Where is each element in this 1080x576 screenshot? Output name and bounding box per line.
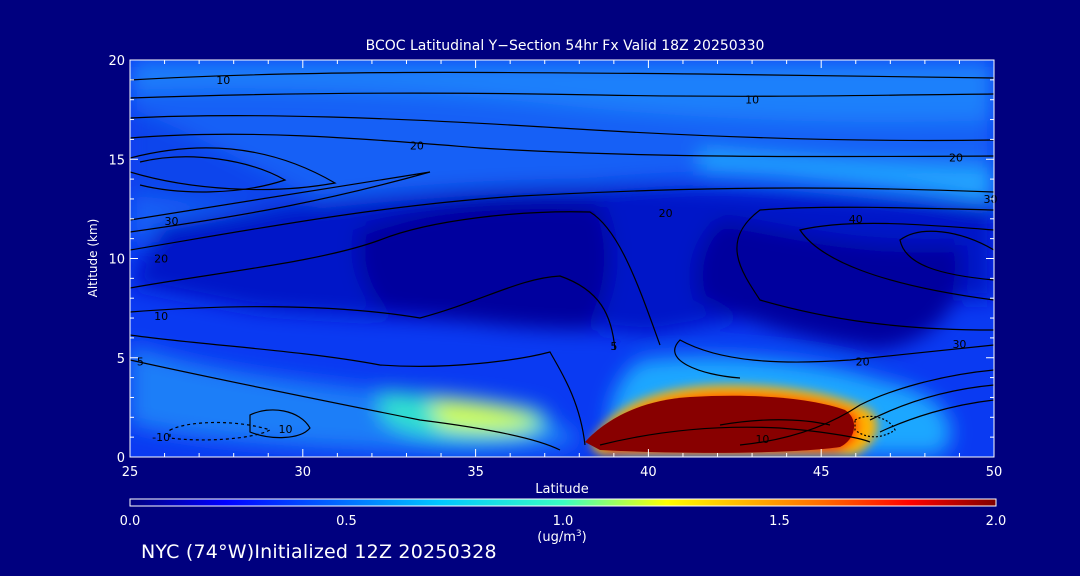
contour-label: 30 [164, 215, 178, 228]
colorbar-tick-label: 0.5 [336, 514, 357, 529]
contour-line [674, 339, 994, 379]
chart-title: BCOC Latitudinal Y−Section 54hr Fx Valid… [366, 38, 765, 54]
colorbar-tick-label: 2.0 [986, 514, 1007, 529]
x-tick-label: 25 [122, 465, 139, 480]
colorbar-ticks: 0.0 0.5 1.0 1.5 2.0 [120, 514, 1007, 529]
contour-lines [130, 71, 994, 451]
x-axis-label: Latitude [535, 482, 589, 497]
contour-line [130, 92, 994, 99]
contour-line [130, 187, 994, 251]
contour-line [130, 133, 994, 158]
colorbar: 0.0 0.5 1.0 1.5 2.0 (ug/m3) [120, 498, 1007, 545]
x-tick-label: 40 [640, 465, 657, 480]
colorbar-tick-label: 0.0 [120, 514, 141, 529]
x-axis: 25 30 35 40 45 50 [122, 60, 1003, 480]
contour-line [599, 426, 871, 446]
colorbar-gradient [129, 498, 997, 507]
contour-label: -10 [152, 431, 170, 444]
contour-label: 20 [154, 253, 168, 266]
contour-label: 20 [949, 151, 963, 164]
y-tick-label: 15 [108, 153, 125, 168]
colorbar-tick-label: 1.5 [769, 514, 790, 529]
contour-label: 30 [952, 338, 966, 351]
contour-label: 10 [745, 94, 759, 107]
contour-label: 20 [659, 207, 673, 220]
colorbar-unit: (ug/m3) [537, 529, 586, 545]
y-tick-label: 10 [108, 253, 125, 268]
colorbar-unit-sup: 3 [576, 529, 582, 539]
footer-caption: NYC (74°W)Initialized 12Z 20250328 [141, 541, 497, 563]
x-tick-label: 50 [986, 465, 1003, 480]
contour-label: 10 [755, 433, 769, 446]
contour-line [130, 359, 561, 451]
contour-line [899, 230, 994, 281]
contour-label: 10 [279, 423, 293, 436]
y-tick-label: 0 [117, 451, 125, 466]
contour-label: 20 [856, 356, 870, 369]
y-tick-label: 20 [108, 54, 125, 69]
contour-line [130, 275, 616, 351]
contour-line [130, 115, 994, 142]
x-tick-label: 45 [813, 465, 830, 480]
contour-line [879, 399, 994, 433]
contour-line [130, 147, 337, 191]
y-axis-label: Altitude (km) [86, 219, 100, 298]
contour-label: 20 [410, 139, 424, 152]
contour-line [139, 156, 287, 193]
colorbar-tick-label: 1.0 [553, 514, 574, 529]
y-tick-label: 5 [117, 352, 125, 367]
contour-line [854, 415, 896, 438]
contour-label: 10 [216, 74, 230, 87]
colorbar-unit-suffix: ) [582, 530, 587, 545]
contour-line [719, 419, 831, 426]
contour-line [130, 71, 994, 81]
contour-label: 5 [137, 356, 144, 369]
contour-label: 40 [849, 213, 863, 226]
concentration-field [130, 60, 994, 457]
y-axis: 0 5 10 15 20 [108, 54, 994, 466]
x-tick-label: 30 [295, 465, 312, 480]
contour-line [249, 409, 311, 439]
contour-label: 10 [154, 310, 168, 323]
contour-line [799, 222, 994, 301]
contour-line [739, 369, 994, 446]
contour-line [130, 211, 661, 346]
contour-line [869, 384, 994, 421]
contour-label: 5 [610, 340, 617, 353]
contour-line [130, 171, 431, 233]
x-tick-label: 35 [467, 465, 484, 480]
contour-line [736, 206, 994, 331]
colorbar-unit-prefix: (ug/m [537, 530, 576, 545]
contour-line [130, 334, 586, 446]
